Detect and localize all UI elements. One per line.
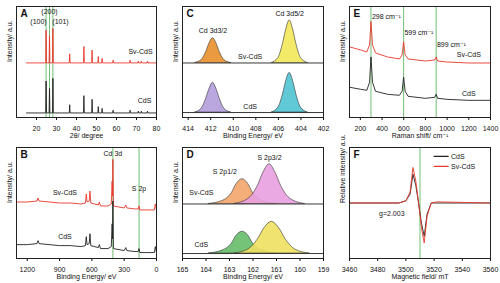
svg-text:S 2p1/2: S 2p1/2 [213, 168, 237, 176]
svg-text:CdS: CdS [243, 103, 257, 110]
svg-text:Sv-CdS: Sv-CdS [189, 189, 213, 196]
svg-text:402: 402 [318, 125, 330, 132]
svg-text:S 2p3/2: S 2p3/2 [257, 154, 281, 162]
svg-text:20: 20 [33, 125, 41, 132]
svg-text:(101): (101) [52, 18, 68, 26]
svg-text:Cd 3d5/2: Cd 3d5/2 [275, 10, 304, 17]
svg-text:410: 410 [227, 125, 240, 133]
svg-text:408: 408 [250, 125, 262, 133]
svg-text:C: C [187, 8, 194, 19]
svg-text:CdS: CdS [451, 153, 465, 160]
svg-text:Intensity/ a.u.: Intensity/ a.u. [172, 20, 180, 62]
svg-text:Cd 3d3/2: Cd 3d3/2 [199, 27, 228, 34]
svg-text:406: 406 [272, 125, 285, 133]
svg-text:414: 414 [182, 125, 194, 132]
svg-text:3500: 3500 [398, 266, 414, 274]
svg-text:30: 30 [53, 125, 61, 132]
svg-text:412: 412 [205, 125, 217, 132]
svg-text:200: 200 [355, 125, 367, 132]
svg-text:Intensity/ a.u.: Intensity/ a.u. [6, 161, 14, 203]
svg-text:164: 164 [200, 266, 212, 273]
svg-text:1000: 1000 [439, 125, 455, 133]
svg-text:CdS: CdS [138, 97, 152, 104]
svg-text:Binding Energy/ eV: Binding Energy/ eV [223, 273, 283, 281]
svg-text:3560: 3560 [483, 266, 499, 273]
svg-text:B: B [21, 149, 28, 160]
svg-text:60: 60 [113, 125, 121, 132]
svg-text:Relative intensity/ a.u.: Relative intensity/ a.u. [339, 134, 347, 203]
svg-text:40: 40 [72, 125, 81, 133]
svg-text:CdS: CdS [194, 241, 208, 248]
svg-text:3480: 3480 [370, 266, 386, 273]
svg-text:Raman shift/ cm⁻¹: Raman shift/ cm⁻¹ [392, 132, 449, 139]
svg-text:161: 161 [270, 266, 283, 274]
svg-text:2θ/ degree: 2θ/ degree [70, 132, 104, 140]
svg-text:(100): (100) [30, 18, 46, 26]
svg-text:(200): (200) [41, 8, 57, 16]
svg-text:300: 300 [118, 266, 130, 273]
svg-text:D: D [187, 149, 194, 160]
svg-text:E: E [354, 8, 361, 19]
svg-text:F: F [354, 149, 360, 160]
svg-text:CdS: CdS [58, 233, 72, 240]
svg-text:1200: 1200 [19, 266, 35, 273]
svg-text:404: 404 [295, 125, 307, 132]
svg-text:g=2.003: g=2.003 [379, 210, 405, 218]
svg-text:3540: 3540 [455, 266, 471, 273]
svg-text:159: 159 [318, 266, 330, 273]
svg-text:Cd 3d: Cd 3d [104, 150, 123, 157]
svg-text:599 cm⁻¹: 599 cm⁻¹ [404, 29, 434, 36]
svg-text:298 cm⁻¹: 298 cm⁻¹ [372, 13, 402, 20]
svg-text:Intensity/ a.u.: Intensity/ a.u. [6, 20, 14, 62]
svg-text:S 2p: S 2p [132, 185, 147, 193]
svg-text:3520: 3520 [426, 266, 442, 274]
svg-text:CdS: CdS [462, 90, 476, 97]
svg-text:165: 165 [177, 266, 189, 273]
svg-text:163: 163 [223, 266, 236, 274]
svg-text:Intensity/ a.u.: Intensity/ a.u. [339, 20, 347, 62]
svg-text:900: 900 [53, 266, 66, 274]
svg-text:Sv-CdS: Sv-CdS [457, 51, 481, 58]
svg-text:Sv-CdS: Sv-CdS [238, 53, 262, 60]
svg-text:0: 0 [155, 266, 159, 273]
svg-text:Magnetic field/ mT: Magnetic field/ mT [391, 273, 449, 281]
svg-text:1400: 1400 [483, 125, 499, 132]
svg-text:70: 70 [133, 125, 141, 132]
svg-text:899 cm⁻¹: 899 cm⁻¹ [437, 41, 467, 48]
svg-text:800: 800 [419, 125, 432, 133]
svg-text:162: 162 [247, 266, 259, 274]
svg-text:1200: 1200 [461, 125, 477, 132]
svg-text:400: 400 [376, 125, 388, 132]
svg-text:50: 50 [92, 125, 101, 133]
svg-text:600: 600 [397, 125, 410, 133]
svg-text:3460: 3460 [342, 266, 358, 273]
svg-text:Sv-CdS: Sv-CdS [451, 163, 475, 170]
svg-text:Binding Energy/ eV: Binding Energy/ eV [223, 132, 283, 140]
svg-text:160: 160 [294, 266, 306, 273]
svg-text:A: A [21, 8, 28, 19]
svg-text:80: 80 [153, 125, 161, 132]
svg-text:Binding Energy/ eV: Binding Energy/ eV [57, 273, 117, 281]
svg-text:Intensity/ a.u.: Intensity/ a.u. [172, 161, 180, 203]
svg-text:600: 600 [86, 266, 98, 274]
svg-text:Sv-CdS: Sv-CdS [53, 189, 77, 196]
svg-text:Sv-CdS: Sv-CdS [128, 48, 152, 55]
